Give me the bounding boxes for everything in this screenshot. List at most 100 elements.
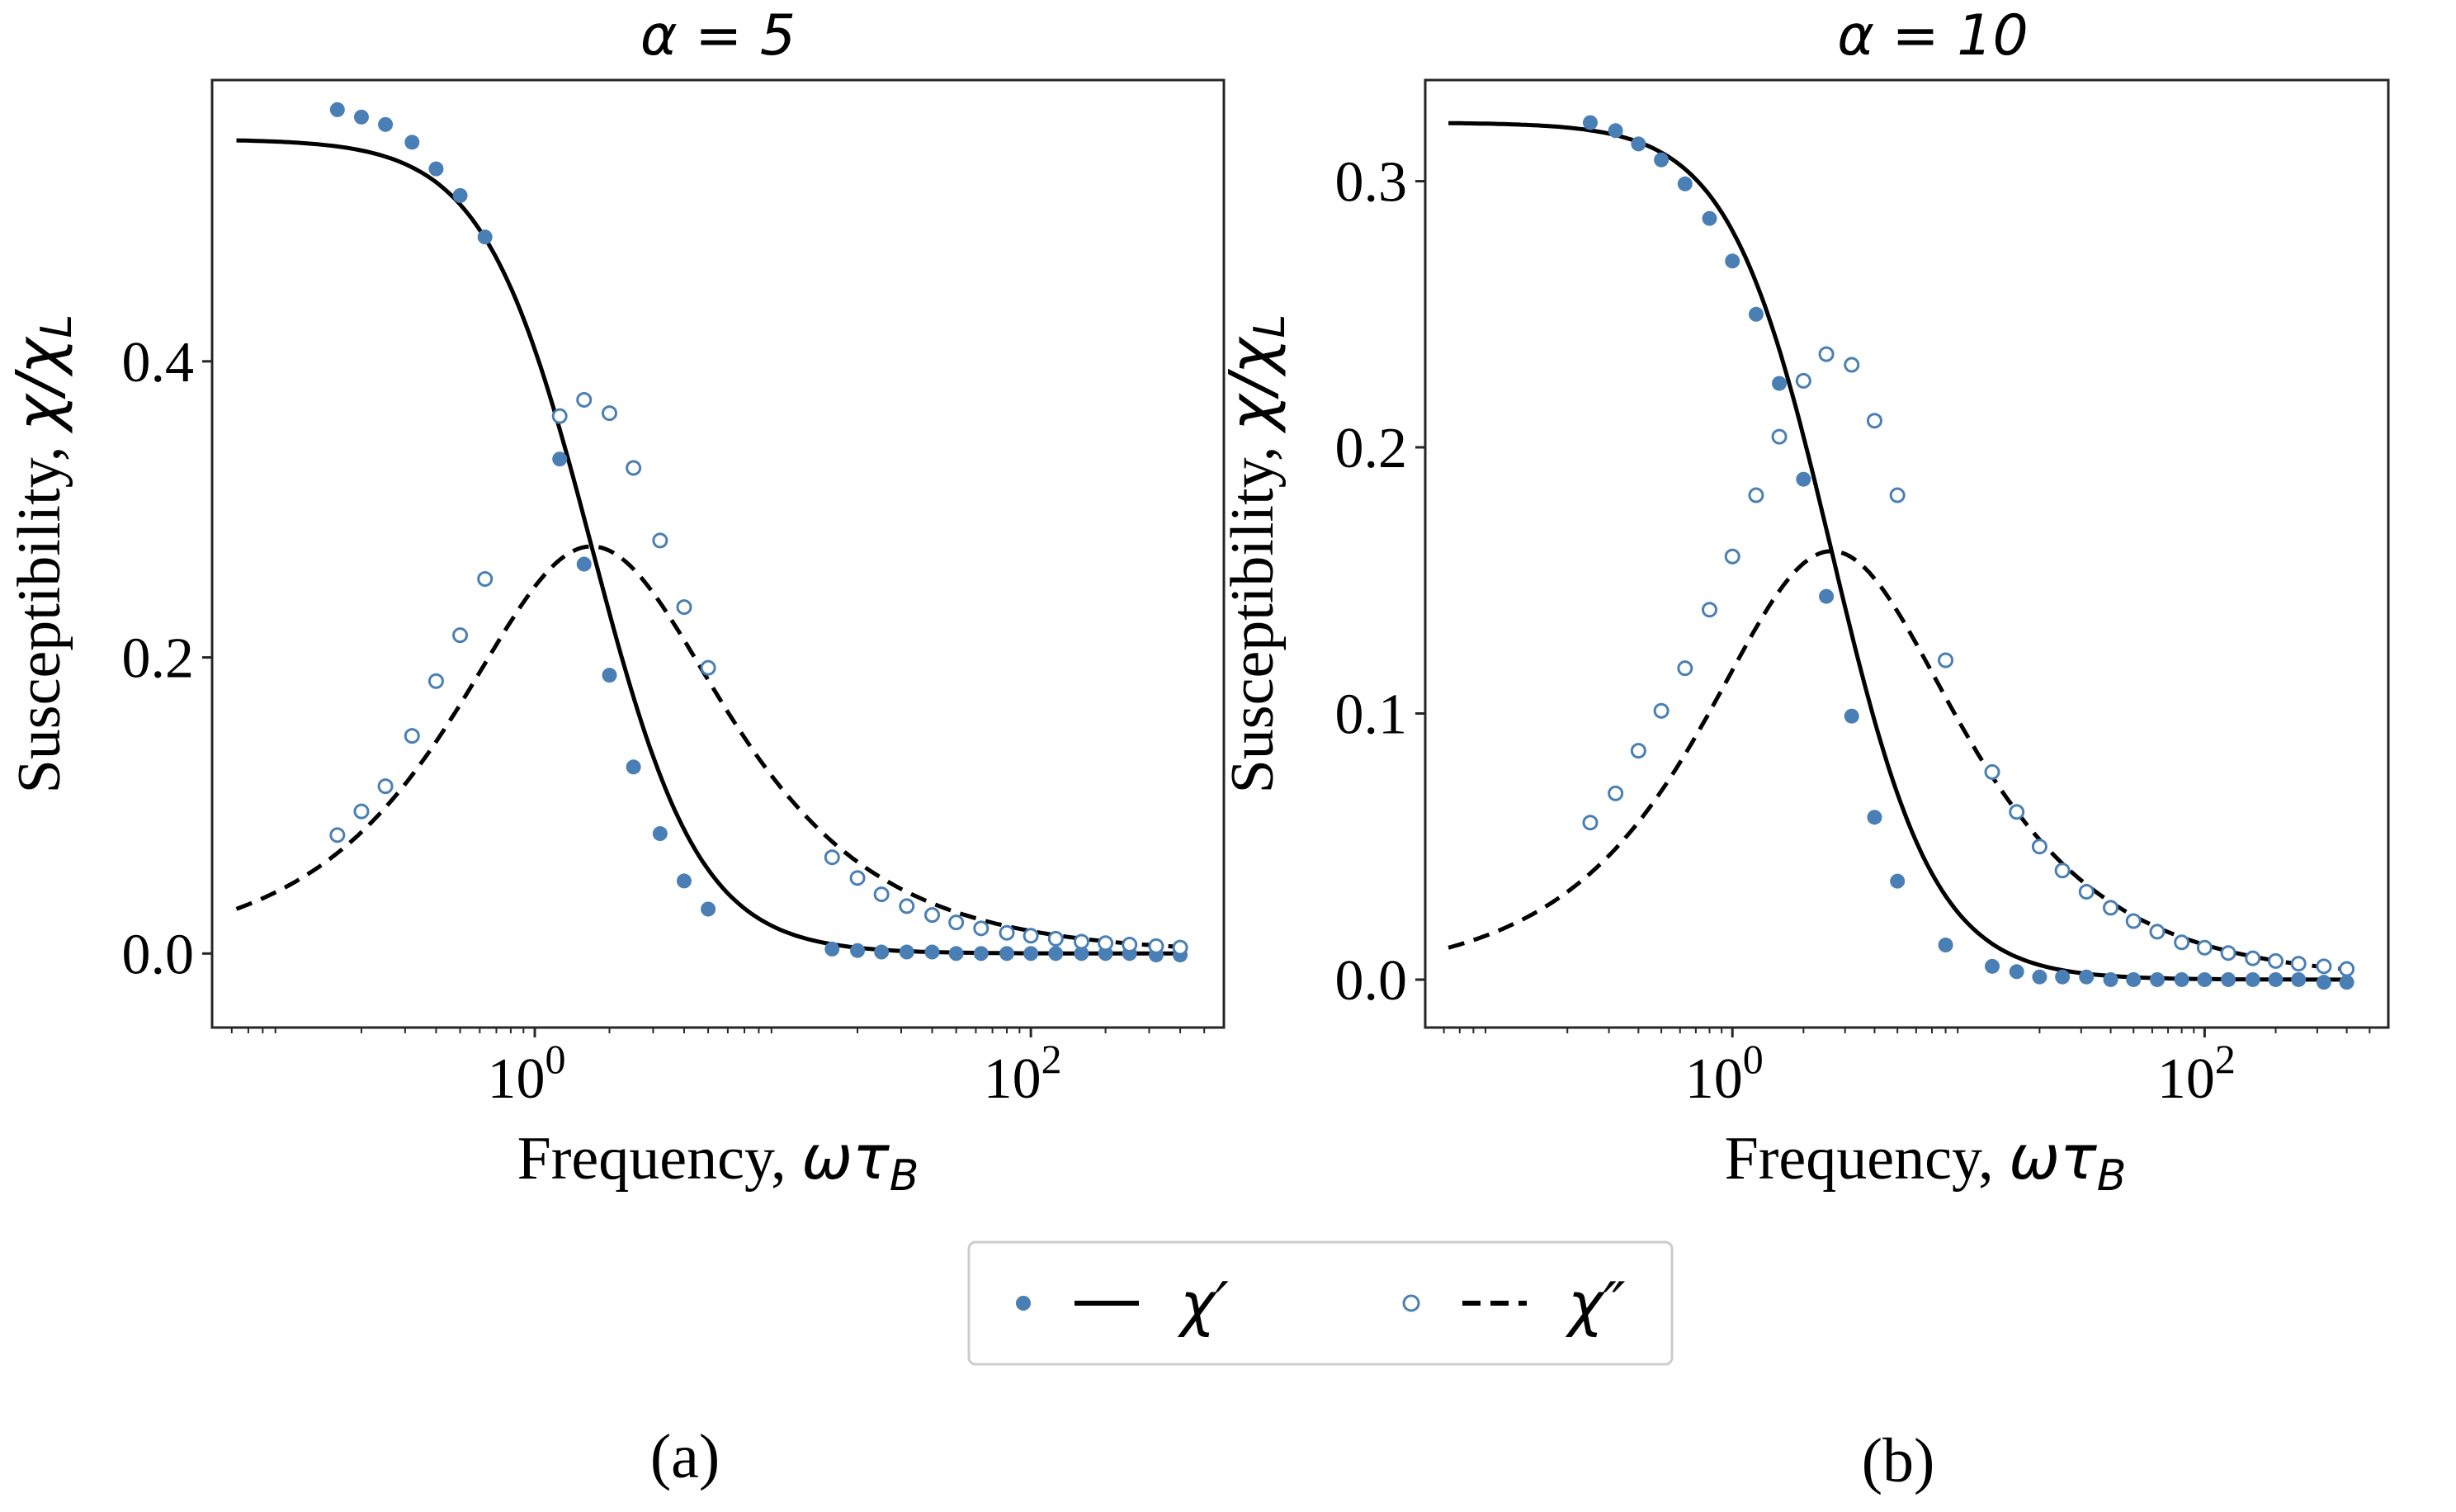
point-chi-double-prime <box>1148 938 1164 954</box>
point-chi-double-prime <box>1984 763 2000 780</box>
y-axis-label: Susceptibility, χ/χL <box>1216 314 1295 794</box>
point-chi-double-prime <box>551 408 568 424</box>
point-chi-prime <box>329 102 345 117</box>
point-chi-prime <box>2245 971 2260 987</box>
point-chi-double-prime <box>2316 958 2332 975</box>
point-chi-prime <box>2221 971 2236 987</box>
point-chi-prime <box>1702 210 1717 226</box>
point-chi-prime <box>948 946 964 962</box>
point-chi-double-prime <box>427 673 444 689</box>
legend-label-chi-double-prime: χ″ <box>1565 1269 1626 1339</box>
point-chi-double-prime <box>1098 935 1114 952</box>
point-chi-prime <box>701 901 716 917</box>
point-chi-double-prime <box>2245 950 2261 966</box>
point-chi-double-prime <box>849 870 866 886</box>
y-axis-label: Susceptibility, χ/χL <box>3 314 82 794</box>
point-chi-double-prime <box>973 920 989 937</box>
series-line-chi-double-prime <box>1448 549 2352 972</box>
point-chi-prime <box>1938 938 1953 953</box>
legend-frame <box>967 1240 1674 1366</box>
point-chi-double-prime <box>652 532 668 549</box>
point-chi-prime <box>2316 975 2331 990</box>
point-chi-double-prime <box>1582 815 1599 831</box>
point-chi-prime <box>1725 253 1740 269</box>
point-chi-prime <box>2197 971 2213 987</box>
point-chi-double-prime <box>899 898 915 914</box>
point-chi-double-prime <box>1122 937 1138 953</box>
point-chi-double-prime <box>576 391 593 408</box>
point-chi-prime <box>874 944 890 960</box>
point-chi-prime <box>477 229 493 245</box>
panel-label: (b) <box>1862 1426 1935 1495</box>
point-chi-double-prime <box>676 599 692 616</box>
point-chi-prime <box>1796 471 1811 487</box>
axes-frame <box>210 78 1226 1029</box>
plot-area: 0.0 0.2 0.4 100 102 <box>122 102 1206 1111</box>
point-chi-prime <box>2174 971 2189 987</box>
point-chi-prime <box>1772 376 1788 391</box>
chart-title: α = 10 <box>1837 3 2029 69</box>
point-chi-double-prime <box>477 570 494 587</box>
y-tick-label: 0.2 <box>1335 417 1408 480</box>
chart-title: α = 5 <box>640 3 796 69</box>
legend-label-chi-prime: χ′ <box>1177 1269 1229 1339</box>
y-tick-label: 0.0 <box>1335 949 1408 1013</box>
point-chi-double-prime <box>452 627 469 644</box>
x-axis-label: Frequency, ωτB <box>1725 1122 2127 1201</box>
legend-marker-open <box>1402 1294 1420 1312</box>
point-chi-double-prime <box>700 659 716 676</box>
point-chi-prime <box>973 946 989 962</box>
point-chi-double-prime <box>601 405 617 422</box>
point-chi-double-prime <box>1818 346 1835 362</box>
point-chi-prime <box>1748 306 1764 322</box>
point-chi-double-prime <box>1771 428 1788 445</box>
point-chi-prime <box>378 116 394 132</box>
axes-frame <box>1424 78 2390 1029</box>
point-chi-prime <box>2149 971 2165 987</box>
point-chi-double-prime <box>329 827 346 843</box>
point-chi-prime <box>850 943 866 958</box>
legend-marker-filled <box>1016 1296 1031 1311</box>
point-chi-prime <box>676 873 692 889</box>
point-chi-prime <box>2103 971 2118 987</box>
point-chi-prime <box>899 944 914 960</box>
point-chi-double-prime <box>353 803 370 820</box>
point-chi-prime <box>2126 971 2142 987</box>
point-chi-double-prime <box>2054 862 2071 879</box>
point-chi-prime <box>2009 964 2024 980</box>
chart-panel-a: α = 5 0.0 0.2 0.4 100 102 Frequency, ωτB Sus… <box>3 3 1226 1491</box>
x-axis-label: Frequency, ωτB <box>517 1122 919 1201</box>
point-chi-prime <box>999 946 1014 962</box>
point-chi-double-prime <box>1630 743 1646 759</box>
y-tick-label: 0.0 <box>122 923 195 986</box>
legend: χ′ χ″ <box>967 1240 1674 1366</box>
point-chi-double-prime <box>2125 913 2142 929</box>
point-chi-prime <box>1074 946 1089 962</box>
point-chi-prime <box>652 826 668 842</box>
point-chi-double-prime <box>948 914 965 931</box>
point-chi-prime <box>1844 708 1859 724</box>
x-tick-label: 100 <box>1685 1036 1764 1111</box>
point-chi-double-prime <box>1724 548 1740 565</box>
point-chi-prime <box>1867 810 1882 825</box>
chart-panel-b: α = 10 0.0 0.1 0.2 0.3 100 102 Frequency, ωτB… <box>1216 3 2390 1495</box>
point-chi-prime <box>1582 115 1598 130</box>
point-chi-prime <box>2055 969 2071 985</box>
point-chi-prime <box>404 135 420 150</box>
point-chi-double-prime <box>1701 602 1717 618</box>
point-chi-prime <box>602 668 617 683</box>
point-chi-double-prime <box>1866 413 1882 429</box>
point-chi-double-prime <box>2174 934 2190 951</box>
point-chi-double-prime <box>1889 487 1906 503</box>
y-tick-label: 0.1 <box>1335 683 1408 746</box>
point-chi-double-prime <box>1172 939 1188 956</box>
point-chi-double-prime <box>626 460 642 476</box>
point-chi-prime <box>1654 152 1670 168</box>
point-chi-prime <box>626 759 641 775</box>
x-tick-label: 102 <box>984 1036 1062 1111</box>
point-chi-prime <box>353 109 369 125</box>
x-tick-label: 102 <box>2157 1036 2236 1111</box>
point-chi-double-prime <box>2009 804 2025 820</box>
point-chi-double-prime <box>1023 928 1039 944</box>
point-chi-prime <box>552 451 568 467</box>
